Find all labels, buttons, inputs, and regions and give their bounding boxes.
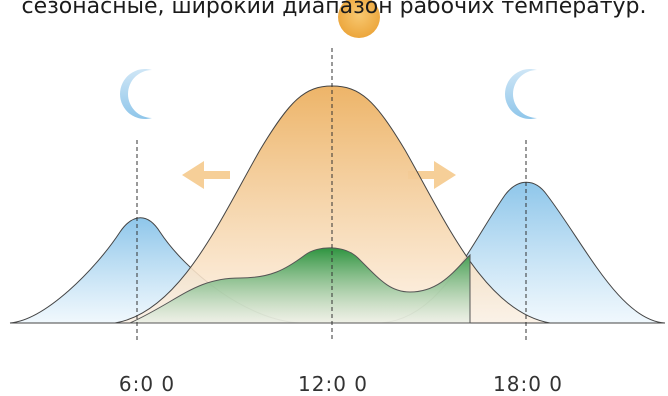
sun-icon xyxy=(338,0,380,38)
moon-icon xyxy=(119,69,152,119)
arrow-left-icon xyxy=(182,161,230,189)
time-label-6: 6:0 0 xyxy=(118,372,176,396)
caption-text: сезонасные, широкий диапазон рабочих тем… xyxy=(21,0,647,19)
time-label-18: 18:0 0 xyxy=(493,372,563,396)
time-label-12: 12:0 0 xyxy=(298,372,368,396)
moon-icon xyxy=(504,68,537,119)
green-curve xyxy=(129,247,471,324)
arrow-right-icon xyxy=(408,161,456,189)
